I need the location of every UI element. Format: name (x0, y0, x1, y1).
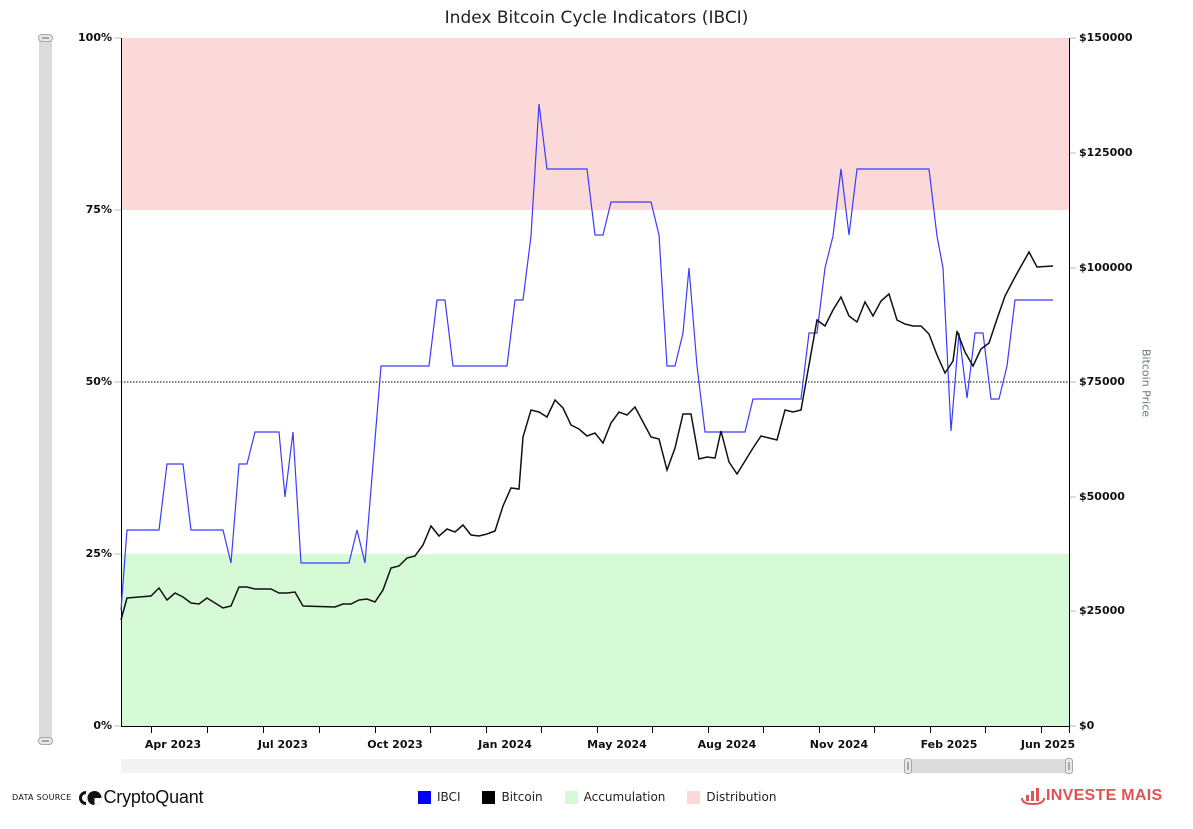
legend-label: IBCI (437, 790, 461, 804)
x-tick-label: Feb 2025 (920, 738, 978, 751)
navigator-right-handle[interactable] (1065, 758, 1073, 774)
x-tick-label: Jul 2023 (257, 738, 309, 751)
legend-item-bitcoin[interactable]: Bitcoin (482, 790, 543, 804)
right-tick-label: $75000 (1079, 375, 1125, 388)
legend-swatch-icon (564, 790, 578, 804)
x-tick-label: May 2024 (587, 738, 647, 751)
vertical-range-scrollbar[interactable] (39, 36, 52, 742)
legend-label: Bitcoin (501, 790, 543, 804)
distribution-zone (121, 38, 1069, 210)
left-tick-label: 25% (85, 547, 112, 560)
chart-title: Index Bitcoin Cycle Indicators (IBCI) (444, 8, 749, 28)
legend-swatch-icon (418, 790, 431, 804)
legend-item-distribution[interactable]: Distribution (687, 790, 776, 804)
legend-label: Distribution (706, 790, 777, 804)
bar-chart-logo-icon (1021, 788, 1045, 805)
cryptoquant-wordmark: CryptoQuant (103, 787, 204, 807)
vertical-range-top-handle[interactable] (38, 34, 53, 42)
left-tick-label: 100% (78, 31, 112, 44)
legend-item-accumulation[interactable]: Accumulation (564, 790, 666, 804)
right-tick-label: $25000 (1079, 604, 1125, 617)
x-tick-label: Jun 2025 (1020, 738, 1076, 751)
legend-label: Accumulation (583, 790, 666, 804)
x-tick-label: Apr 2023 (144, 738, 202, 751)
left-tick-label: 50% (85, 375, 112, 388)
right-axis-title: Bitcoin Price (1139, 348, 1153, 418)
right-tick-label: $100000 (1079, 261, 1133, 274)
x-tick-label: Oct 2023 (367, 738, 423, 751)
horizontal-navigator-selection[interactable] (908, 759, 1069, 773)
right-tick-label: $125000 (1079, 146, 1133, 159)
data-source-credit: DATA SOURCE CryptoQuant (12, 787, 204, 808)
x-tick-label: Jan 2024 (478, 738, 532, 751)
left-tick-label: 75% (85, 203, 112, 216)
x-tick-label: Aug 2024 (697, 738, 757, 751)
ibci-series-line (120, 103, 1053, 611)
investe-mais-wordmark: INVESTE MAIS (1046, 787, 1163, 804)
investe-mais-logo: INVESTE MAIS (1020, 787, 1163, 805)
axis-ticks (114, 37, 1076, 733)
right-tick-label: $50000 (1079, 490, 1125, 503)
accumulation-zone (121, 554, 1069, 726)
right-tick-label: $150000 (1079, 31, 1133, 44)
x-tick-label: Nov 2024 (809, 738, 869, 751)
chart-legend: IBCI Bitcoin Accumulation Distribution (418, 790, 798, 804)
horizontal-navigator-track[interactable] (121, 759, 1069, 773)
cryptoquant-logo: CryptoQuant (79, 787, 204, 808)
legend-item-ibci[interactable]: IBCI (418, 790, 460, 804)
left-tick-label: 0% (93, 719, 112, 732)
legend-swatch-icon (482, 790, 496, 804)
right-tick-label: $0 (1079, 719, 1095, 732)
legend-swatch-icon (687, 790, 701, 804)
navigator-left-handle[interactable] (904, 758, 912, 774)
cryptoquant-logo-icon (79, 790, 102, 805)
vertical-range-bottom-handle[interactable] (38, 737, 53, 745)
bitcoin-series-line (120, 250, 1054, 621)
data-source-label: DATA SOURCE (12, 793, 72, 802)
